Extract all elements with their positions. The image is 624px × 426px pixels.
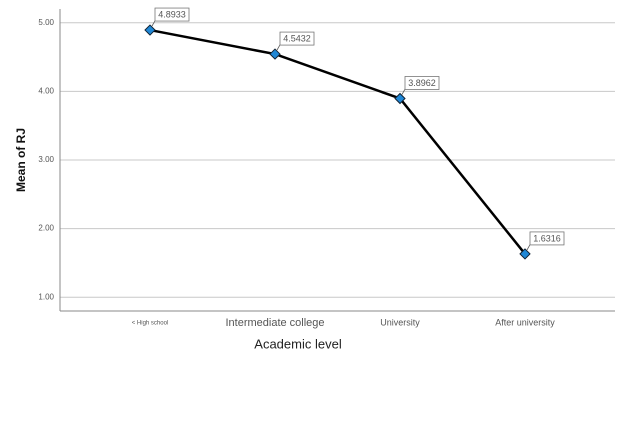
- data-label: 1.6316: [533, 233, 561, 243]
- y-tick-label: 3.00: [38, 155, 54, 164]
- y-tick-label: 5.00: [38, 18, 54, 27]
- label-box: [154, 7, 190, 22]
- marker: [519, 248, 531, 260]
- line: [149, 28, 526, 255]
- x-tick-label: University: [380, 317, 420, 327]
- marker: [269, 48, 281, 60]
- y-axis-title: Mean of RJ: [14, 128, 28, 192]
- label-box: [404, 76, 440, 90]
- label-box: [529, 231, 565, 246]
- data-label: 4.5432: [283, 33, 311, 43]
- x-tick-label: Intermediate college: [225, 317, 324, 329]
- x-tick-label: < High school: [132, 321, 169, 327]
- marker: [394, 92, 406, 105]
- data-label: 4.8933: [158, 9, 186, 19]
- y-tick-label: 4.00: [38, 86, 54, 95]
- x-axis-title: Academic level: [254, 336, 342, 351]
- marker: [144, 24, 156, 36]
- x-tick-label: After university: [495, 317, 555, 327]
- y-tick-label: 2.00: [38, 224, 54, 233]
- data-label: 3.8962: [408, 78, 436, 88]
- label-box: [279, 31, 315, 46]
- y-tick-label: 1.00: [38, 292, 54, 301]
